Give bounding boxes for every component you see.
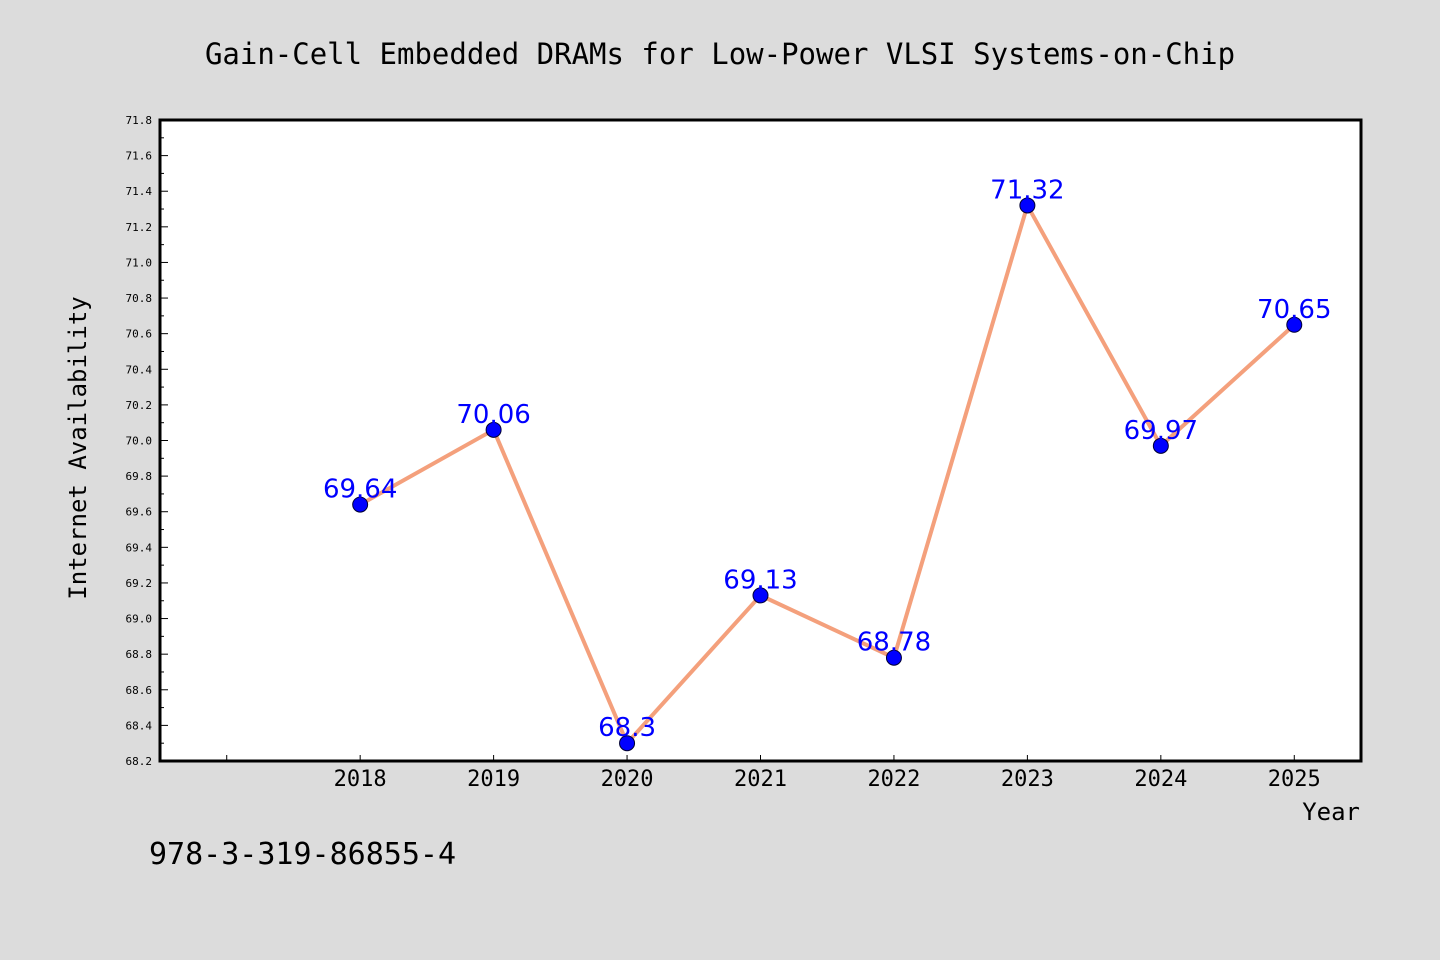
data-label: 69.97 [1124, 416, 1198, 446]
data-label: 68.78 [857, 628, 931, 658]
data-point [885, 649, 902, 666]
x-tick-label: 2019 [467, 767, 520, 792]
y-tick-label: 69.2 [126, 577, 153, 590]
y-tick-label: 70.0 [126, 435, 153, 448]
x-tick-label: 2022 [867, 767, 920, 792]
y-tick-label: 68.2 [126, 755, 153, 768]
y-tick-label: 69.4 [126, 541, 153, 554]
data-point [752, 587, 769, 604]
series-line [359, 203, 1296, 746]
y-tick-label: 68.6 [126, 684, 153, 697]
x-tick-label: 2021 [734, 767, 787, 792]
y-axis-label: Internet Availability [64, 296, 92, 599]
x-tick-label: 2024 [1134, 767, 1187, 792]
x-tick-label: 2023 [1001, 767, 1054, 792]
data-label: 70.06 [456, 400, 530, 430]
y-tick-label: 68.4 [126, 719, 153, 732]
y-tick-label: 70.8 [126, 292, 153, 305]
y-tick-label: 70.6 [126, 328, 153, 341]
y-tick-label: 71.0 [126, 256, 153, 269]
x-axis-label: Year [1302, 798, 1360, 826]
data-point [1019, 197, 1036, 214]
data-label: 71.32 [990, 175, 1064, 205]
footer-isbn: 978-3-319-86855-4 [149, 837, 456, 872]
series-group: 69.64 70.06 68.3 69.13 68.78 71.32 69.97 70.65 [323, 175, 1331, 752]
y-tick-label: 71.8 [126, 114, 153, 127]
y-tick-label: 71.6 [126, 150, 153, 163]
y-tick-label: 71.2 [126, 221, 153, 234]
data-label: 69.13 [723, 565, 797, 595]
data-point [485, 421, 502, 438]
y-tick-label: 71.4 [126, 185, 153, 198]
x-tick-label: 2025 [1268, 767, 1321, 792]
y-tick-label: 69.8 [126, 470, 153, 483]
data-point [619, 735, 636, 752]
data-label: 70.65 [1257, 295, 1331, 325]
chart-title: Gain-Cell Embedded DRAMs for Low-Power V… [205, 37, 1235, 71]
data-label: 68.3 [598, 713, 656, 743]
data-point [1286, 316, 1303, 333]
x-tick-label: 2020 [601, 767, 654, 792]
y-tick-label: 70.2 [126, 399, 153, 412]
data-point [352, 496, 369, 513]
data-point [1152, 437, 1169, 454]
data-label: 69.64 [323, 475, 397, 505]
x-axis: 2018 2019 2020 2021 2022 2023 2024 2025 [226, 755, 1321, 792]
x-tick-label: 2018 [334, 767, 387, 792]
y-tick-label: 70.4 [126, 363, 153, 376]
y-axis: 68.2 68.4 68.6 68.8 69.0 69.2 69.4 69.6 69.8 70.0… [126, 114, 168, 768]
y-tick-label: 69.6 [126, 506, 153, 519]
y-tick-label: 68.8 [126, 648, 153, 661]
y-tick-label: 69.0 [126, 613, 153, 626]
